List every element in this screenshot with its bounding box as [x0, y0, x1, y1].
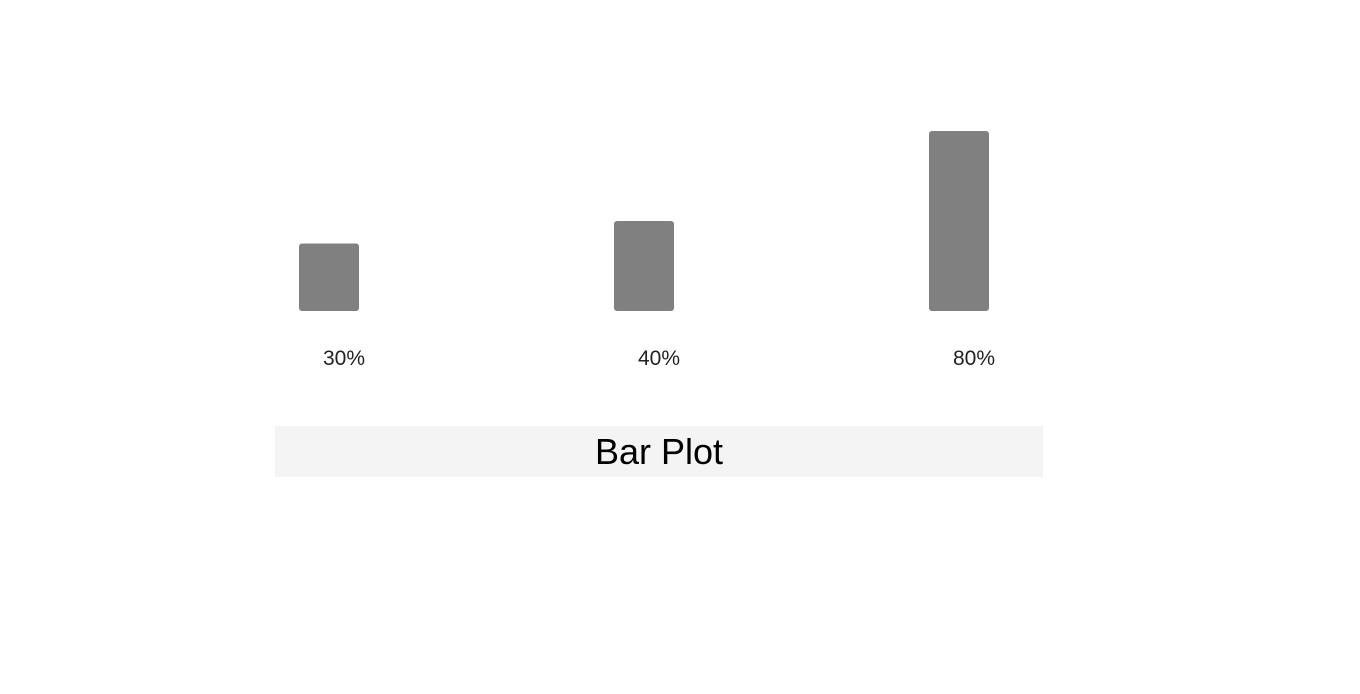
- chart-title: Bar Plot: [594, 430, 724, 472]
- bars-group: [299, 131, 989, 311]
- bar-2: [614, 221, 674, 311]
- bar-chart: 30% 40% 80%: [299, 131, 995, 370]
- chart-title-box: Bar Plot: [275, 426, 1043, 477]
- bar-1: [299, 243, 359, 311]
- bar-value-label-2: 40%: [638, 347, 680, 370]
- value-labels-group: 30% 40% 80%: [323, 347, 995, 370]
- bar-value-label-1: 30%: [323, 347, 365, 370]
- bar-3: [929, 131, 989, 311]
- bar-value-label-3: 80%: [953, 347, 995, 370]
